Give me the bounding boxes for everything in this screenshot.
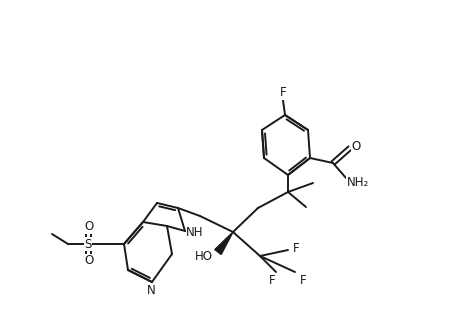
Text: HO: HO — [195, 250, 213, 264]
Text: NH₂: NH₂ — [347, 176, 369, 188]
Text: F: F — [293, 242, 299, 254]
Text: F: F — [280, 86, 286, 100]
Text: N: N — [147, 284, 156, 296]
Text: F: F — [300, 274, 306, 286]
Text: NH: NH — [186, 225, 204, 239]
Text: S: S — [85, 238, 92, 250]
Text: O: O — [85, 254, 93, 268]
Text: F: F — [269, 274, 276, 286]
Text: O: O — [351, 141, 361, 153]
Text: O: O — [85, 220, 93, 233]
Polygon shape — [215, 232, 233, 254]
